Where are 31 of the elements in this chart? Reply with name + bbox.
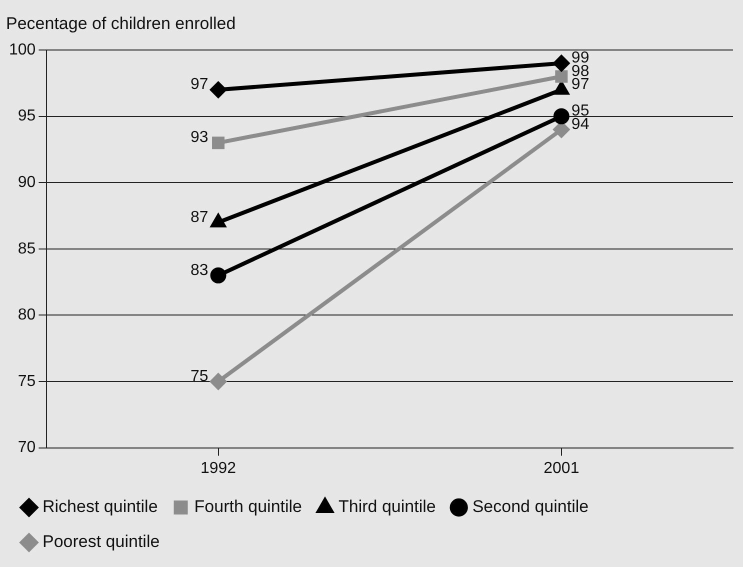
legend-label: Second quintile (472, 497, 589, 516)
y-tick-label: 80 (18, 306, 36, 324)
x-tick-label: 1992 (200, 460, 236, 477)
legend-label: Richest quintile (42, 497, 158, 516)
legend-label: Fourth quintile (194, 497, 302, 516)
y-tick-label: 95 (18, 108, 36, 125)
data-label: 97 (190, 76, 208, 94)
legend-label: Poorest quintile (42, 532, 160, 552)
y-tick-label: 90 (18, 174, 36, 192)
point (210, 267, 226, 284)
y-tick-label: 100 (8, 41, 36, 58)
point (210, 82, 226, 98)
data-label: 87 (190, 208, 208, 226)
point (554, 82, 569, 95)
data-label: 93 (190, 129, 208, 146)
point (553, 108, 570, 124)
y-axis-title: Pecentage of children enrolled (6, 14, 236, 34)
point (210, 374, 226, 390)
x-tick-label: 2001 (544, 460, 580, 477)
data-label: 75 (190, 368, 208, 385)
data-label: 97 (571, 76, 590, 94)
legend-label: Third quintile (338, 497, 436, 516)
data-label: 94 (571, 116, 590, 133)
point (553, 122, 570, 138)
y-tick-label: 70 (18, 439, 36, 456)
y-tick-label: 75 (18, 372, 36, 390)
y-tick-label: 85 (18, 240, 36, 258)
point (553, 55, 570, 72)
point (212, 136, 225, 150)
data-label: 83 (190, 262, 208, 279)
point (555, 70, 568, 83)
